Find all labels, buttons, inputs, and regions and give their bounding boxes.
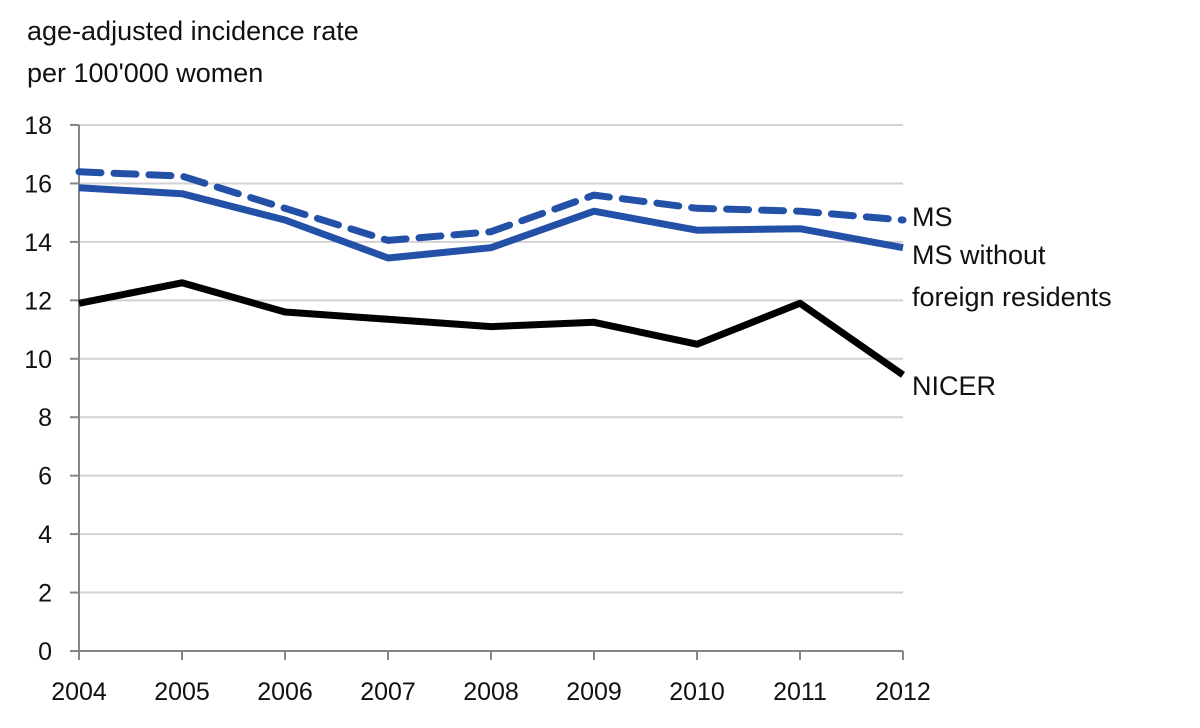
y-tick-label: 4 [38, 521, 52, 549]
series-label: foreign residents [912, 282, 1112, 312]
x-tick-label: 2008 [463, 678, 519, 706]
y-axis-title-line-1: age-adjusted incidence rate [27, 16, 359, 46]
series-line-nicer [78, 279, 905, 378]
y-tick-label: 10 [24, 346, 52, 374]
series-end-labels: MS MS without foreign residents NICER [912, 202, 1112, 401]
series-line-ms-without-foreign-residents [78, 184, 904, 262]
y-tick-label: 6 [38, 463, 52, 491]
y-axis-ticks: 0 2 4 6 8 10 12 14 16 18 [24, 112, 79, 666]
gridlines [79, 124, 903, 594]
y-tick-label: 14 [24, 229, 52, 257]
x-tick-label: 2004 [51, 678, 107, 706]
x-tick-label: 2007 [360, 678, 416, 706]
x-tick-label: 2012 [875, 678, 931, 706]
y-axis-title: age-adjusted incidence rate per 100'000 … [27, 16, 359, 88]
y-tick-label: 16 [24, 170, 52, 198]
x-axis-ticks: 2004 2005 2006 2007 2008 2009 2010 2011 2012 [51, 651, 931, 706]
x-tick-label: 2009 [566, 678, 622, 706]
y-tick-label: 18 [24, 112, 52, 140]
y-axis-title-line-2: per 100'000 women [27, 58, 263, 88]
x-tick-label: 2005 [154, 678, 210, 706]
series-lines [75, 168, 907, 378]
axes [78, 125, 903, 652]
x-tick-label: 2011 [773, 678, 827, 706]
series-label: MS without [912, 240, 1046, 270]
y-tick-label: 8 [38, 404, 52, 432]
y-tick-label: 2 [38, 580, 52, 608]
x-tick-label: 2006 [257, 678, 313, 706]
y-tick-label: 0 [38, 638, 52, 666]
series-label: NICER [912, 371, 996, 401]
y-tick-label: 12 [24, 287, 52, 315]
x-tick-label: 2010 [669, 678, 725, 706]
series-label: MS [912, 202, 953, 232]
